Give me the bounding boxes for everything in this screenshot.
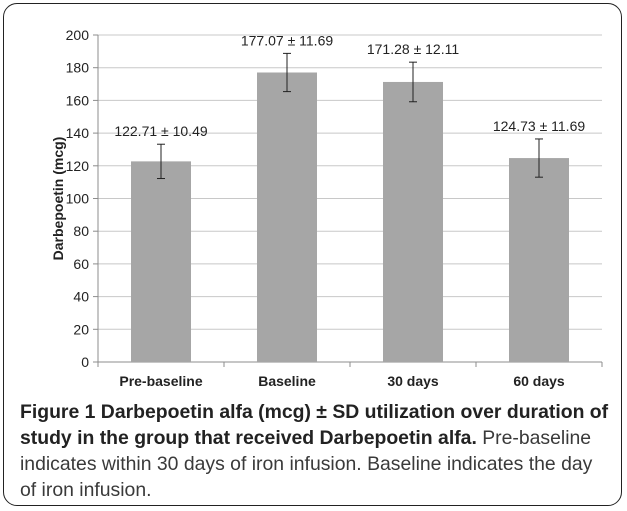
bar	[131, 161, 191, 362]
x-category-label: Baseline	[258, 373, 316, 389]
y-tick-label: 20	[73, 321, 89, 337]
bar	[383, 81, 443, 362]
y-tick-label: 140	[66, 125, 90, 141]
y-tick-label: 100	[66, 191, 90, 207]
figure-caption: Figure 1 Darbepoetin alfa (mcg) ± SD uti…	[20, 399, 612, 503]
caption-text: Pre-baseline indicates within 30 days of…	[20, 427, 593, 501]
y-tick-label: 120	[66, 158, 90, 174]
bar	[257, 72, 317, 363]
bar	[509, 158, 569, 362]
data-label: 124.73 ± 11.69	[493, 118, 585, 134]
x-category-label: 30 days	[387, 373, 439, 389]
y-tick-label: 40	[73, 289, 89, 305]
data-label: 177.07 ± 11.69	[241, 32, 333, 48]
y-tick-label: 180	[66, 60, 90, 76]
caption-title: Figure 1 Darbepoetin alfa (mcg) ± SD uti…	[20, 401, 609, 449]
y-axis-title: Darbepoetin (mcg)	[50, 137, 66, 261]
y-tick-label: 80	[73, 223, 89, 239]
y-tick-label: 200	[66, 27, 90, 43]
y-tick-label: 0	[81, 354, 89, 370]
y-tick-label: 160	[66, 92, 90, 108]
bar-chart: 0 20 40 60 80 100 120 140 160 180 200 Darbepoetin (…	[50, 27, 603, 389]
x-category-label: 60 days	[513, 373, 565, 389]
data-label: 122.71 ± 10.49	[114, 123, 208, 139]
y-tick-label: 60	[73, 256, 89, 272]
x-category-label: Pre-baseline	[119, 373, 202, 389]
data-label: 171.28 ± 12.11	[367, 41, 459, 57]
